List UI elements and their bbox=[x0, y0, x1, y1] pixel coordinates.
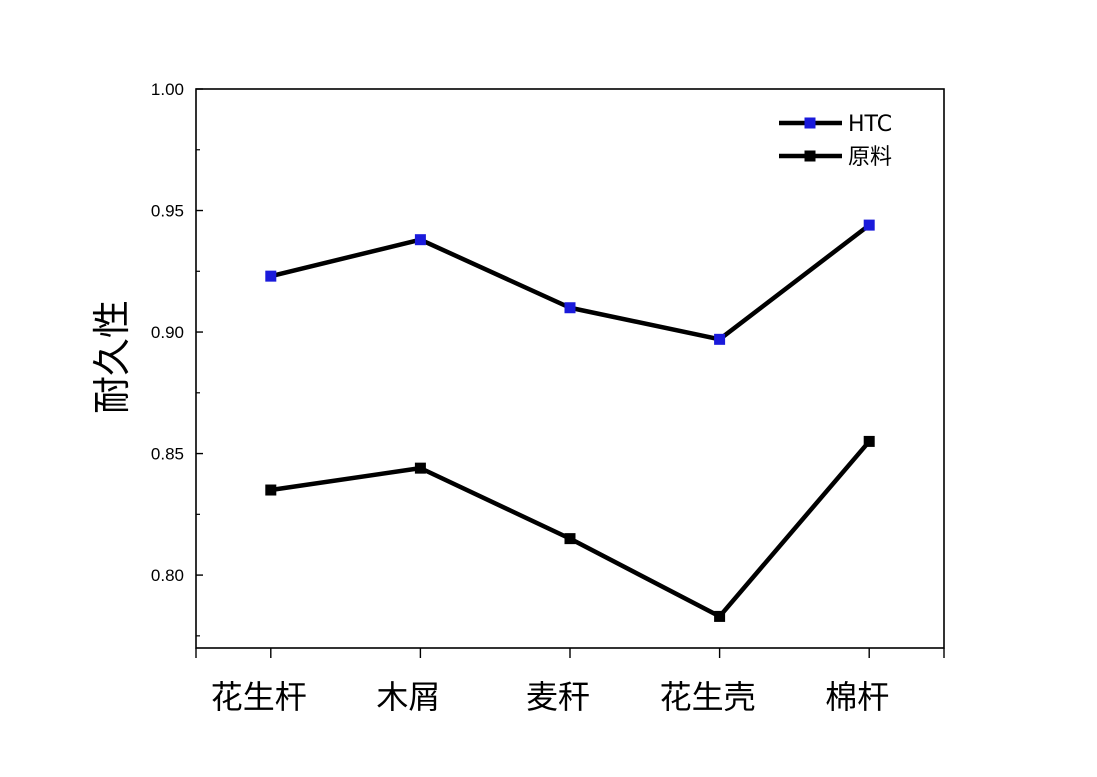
x-tick-label: 棉杆 bbox=[825, 678, 889, 716]
legend-marker bbox=[804, 117, 816, 129]
data-point bbox=[714, 610, 726, 622]
legend: HTC 原料 bbox=[779, 112, 892, 170]
data-point bbox=[863, 435, 875, 447]
y-ticks: 1.00 0.95 0.90 0.85 0.80 bbox=[151, 80, 203, 637]
data-point bbox=[265, 270, 277, 282]
y-tick-label: 0.90 bbox=[151, 323, 184, 342]
data-point bbox=[414, 462, 426, 474]
legend-label: 原料 bbox=[848, 145, 892, 170]
x-tick-label: 麦秆 bbox=[526, 678, 590, 716]
y-tick-label: 0.80 bbox=[151, 566, 184, 585]
series-line-0 bbox=[270, 223, 871, 342]
data-point bbox=[863, 219, 875, 231]
legend-label: HTC bbox=[848, 112, 892, 137]
legend-marker bbox=[804, 150, 816, 162]
x-tick-label: 花生杆 bbox=[211, 678, 307, 716]
y-tick-label: 1.00 bbox=[151, 80, 184, 99]
data-point bbox=[414, 234, 426, 246]
data-point bbox=[714, 333, 726, 345]
y-axis-label: 耐久性 bbox=[90, 300, 134, 414]
axes bbox=[195, 88, 945, 649]
plot-frame bbox=[195, 88, 945, 649]
series-line-1 bbox=[270, 439, 871, 619]
data-point bbox=[564, 533, 576, 545]
x-ticks: 花生杆 木屑 麦秆 花生壳 棉杆 bbox=[195, 648, 945, 716]
series-group bbox=[265, 219, 875, 622]
x-tick-label: 花生壳 bbox=[660, 678, 756, 716]
x-tick-label: 木屑 bbox=[376, 678, 440, 716]
data-point bbox=[564, 302, 576, 314]
y-tick-label: 0.85 bbox=[151, 445, 184, 464]
y-tick-label: 0.95 bbox=[151, 202, 184, 221]
data-point bbox=[265, 484, 277, 496]
